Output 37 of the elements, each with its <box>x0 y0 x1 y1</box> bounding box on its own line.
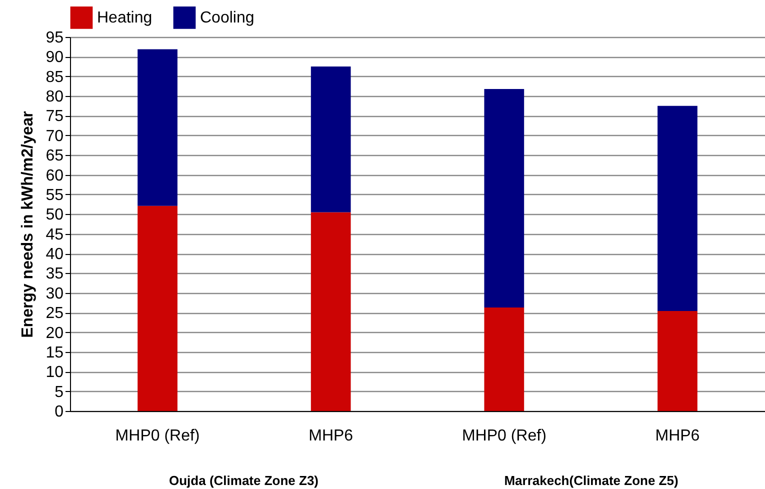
y-tick-label: 85 <box>46 68 64 86</box>
y-tick-label: 15 <box>46 344 64 362</box>
bar <box>484 88 524 308</box>
legend-label: Cooling <box>200 10 254 27</box>
x-tick-label: MHP6 <box>308 428 354 444</box>
y-tick-label: 50 <box>46 206 64 224</box>
y-tick-label: 90 <box>46 49 64 66</box>
bar <box>310 66 351 212</box>
y-tick-label: 0 <box>54 404 64 420</box>
y-tick-label: 25 <box>46 305 64 322</box>
legend-label: Heating <box>97 10 152 27</box>
y-tick-label: 5 <box>54 384 64 401</box>
bar <box>138 49 178 206</box>
y-tick-label: 75 <box>46 108 64 126</box>
bar <box>658 106 698 312</box>
x-tick-label: MHP0 (Ref) <box>115 428 200 444</box>
y-tick-label: 35 <box>46 266 64 283</box>
text: Marrakech(Climate Zone Z5) <box>504 473 678 488</box>
y-tick-label: 65 <box>46 148 64 165</box>
x-tick-label: MHP6 <box>655 428 700 444</box>
bar <box>310 212 351 411</box>
y-tick-label: 40 <box>46 246 64 264</box>
y-tick-label: 30 <box>46 285 64 302</box>
bar <box>484 307 524 411</box>
y-tick-label: 10 <box>46 364 64 382</box>
y-tick-label: 20 <box>46 324 64 342</box>
y-tick-label: 70 <box>46 128 64 145</box>
y-tick-label: 60 <box>46 167 64 184</box>
text: Oujda (Climate Zone Z3) <box>168 473 319 488</box>
x-tick-label: MHP0 (Ref) <box>462 428 546 444</box>
y-tick-label: 55 <box>46 186 64 204</box>
y-tick-label: 45 <box>46 226 64 244</box>
bar <box>658 311 698 411</box>
bar <box>138 206 178 411</box>
y-tick-label: 80 <box>46 88 64 106</box>
y-tick-label: 95 <box>46 30 64 46</box>
y-axis-title: Energy needs in kWh/m2/year <box>20 111 37 338</box>
